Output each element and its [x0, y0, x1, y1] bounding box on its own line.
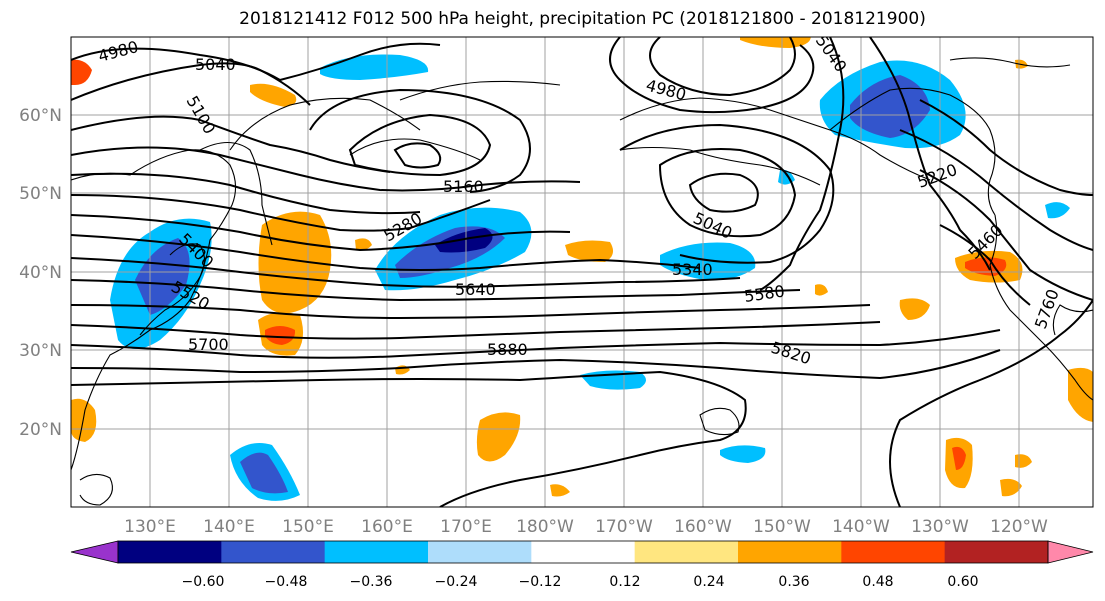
graticule: [71, 37, 1093, 507]
colorbar-tick-label: 0.60: [947, 574, 978, 590]
colorbar-segment: [118, 541, 222, 563]
longitude-labels: 130°E 140°E 150°E 160°E 170°E 180°W 170°…: [124, 517, 1048, 537]
lon-label: 170°E: [440, 517, 492, 537]
lat-label: 30°N: [19, 341, 62, 361]
colorbar-segment: [944, 541, 1049, 563]
colorbar-tick-label: −0.48: [265, 574, 308, 590]
lon-label: 150°W: [753, 517, 811, 537]
lon-label: 150°E: [282, 517, 334, 537]
contour-label: 5640: [455, 280, 496, 299]
colorbar-segment: [324, 541, 429, 563]
colorbar-tick-label: −0.12: [519, 574, 562, 590]
height-contours: [71, 37, 1093, 507]
lon-label: 160°W: [674, 517, 732, 537]
colorbar-tick-labels: −0.60 −0.48 −0.36 −0.24 −0.12 0.12 0.24 …: [182, 574, 979, 590]
map-title: 2018121412 F012 500 hPa height, precipit…: [239, 9, 926, 29]
latitude-labels: 60°N 50°N 40°N 30°N 20°N: [19, 106, 62, 440]
contour-label: 5700: [188, 335, 229, 354]
lat-label: 60°N: [19, 106, 62, 126]
colorbar-segment: [841, 541, 946, 563]
colorbar-tick-label: −0.36: [350, 574, 393, 590]
lon-label: 120°W: [990, 517, 1048, 537]
colorbar-tick-label: 0.12: [609, 574, 640, 590]
precip-negative-anomalies: [110, 54, 1070, 501]
colorbar-extension-low: [70, 540, 119, 564]
contour-label: 5160: [443, 177, 484, 196]
contour-label: 5040: [195, 55, 236, 74]
contour-label: 5340: [672, 260, 713, 279]
colorbar-tick-label: 0.24: [693, 574, 724, 590]
colorbar-segment: [634, 541, 739, 563]
colorbar-segment: [738, 541, 842, 563]
colorbar-segment: [428, 541, 532, 563]
lon-label: 130°W: [911, 517, 969, 537]
colorbar-tick-label: −0.24: [435, 574, 478, 590]
lon-label: 130°E: [124, 517, 176, 537]
colorbar-extension-high: [1047, 540, 1094, 564]
lon-label: 160°E: [361, 517, 413, 537]
colorbar-tick-label: 0.36: [778, 574, 809, 590]
map-frame: [70, 36, 1094, 508]
colorbar-tick-label: −0.60: [182, 574, 225, 590]
lat-label: 50°N: [19, 184, 62, 204]
lon-label: 180°W: [516, 517, 574, 537]
colorbar-tick-label: 0.48: [862, 574, 893, 590]
lon-label: 140°W: [832, 517, 890, 537]
contour-label: 5880: [487, 340, 528, 359]
lon-label: 170°W: [595, 517, 653, 537]
colorbar-frame: [117, 540, 1049, 564]
colorbar: [70, 540, 1094, 564]
lon-label: 140°E: [203, 517, 255, 537]
lat-label: 40°N: [19, 263, 62, 283]
coastlines: [71, 57, 1093, 506]
colorbar-segment: [531, 541, 636, 563]
lat-label: 20°N: [19, 420, 62, 440]
colorbar-segment: [221, 541, 326, 563]
